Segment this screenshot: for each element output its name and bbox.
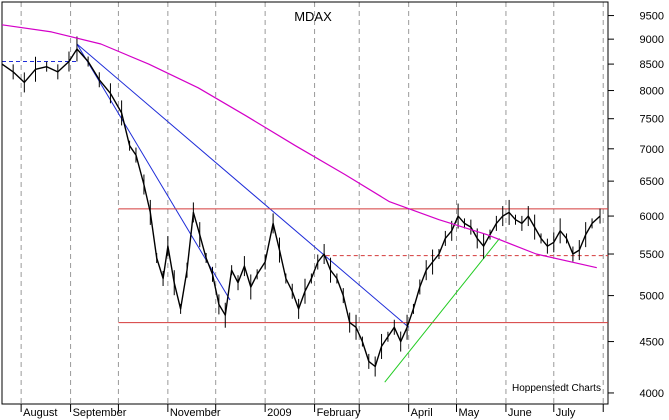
chart-title: MDAX: [294, 9, 332, 24]
y-tick-label: 5500: [640, 249, 664, 261]
trendline: [384, 238, 500, 383]
y-tick-label: 8500: [640, 59, 664, 71]
series: [1, 24, 601, 377]
x-tick-label: July: [556, 407, 576, 419]
y-tick-label: 9500: [640, 11, 664, 23]
trendlines: [2, 43, 608, 383]
x-axis: August September November 2009 February April…: [20, 404, 604, 419]
y-tick-label: 9000: [640, 34, 664, 46]
y-tick-label: 6000: [640, 211, 664, 223]
y-tick-label: 6500: [640, 176, 664, 188]
x-tick-label: May: [459, 407, 480, 419]
plot-frame: [1, 1, 609, 405]
x-tick-label: June: [508, 407, 532, 419]
moving-average-line: [1, 24, 597, 269]
x-tick-label: November: [170, 407, 221, 419]
x-tick-label: April: [411, 407, 433, 419]
y-axis: 9500 9000 8500 8000 7500 7000 6500 6000 5500 5000…: [608, 11, 664, 400]
x-tick-label: February: [317, 407, 362, 419]
trendline: [76, 43, 231, 301]
trendline: [76, 43, 409, 328]
price-line: [1, 48, 601, 368]
grid-lines: [20, 2, 604, 404]
x-tick-label: August: [23, 407, 57, 419]
y-tick-label: 7500: [640, 114, 664, 126]
x-tick-label: 2009: [267, 407, 291, 419]
source-label: Hoppenstedt Charts: [512, 383, 601, 394]
y-tick-label: 4500: [640, 337, 664, 349]
y-tick-label: 5000: [640, 291, 664, 303]
y-tick-label: 8000: [640, 86, 664, 98]
y-tick-label: 7000: [640, 144, 664, 156]
x-tick-label: September: [73, 407, 127, 419]
y-tick-label: 4000: [640, 388, 664, 400]
